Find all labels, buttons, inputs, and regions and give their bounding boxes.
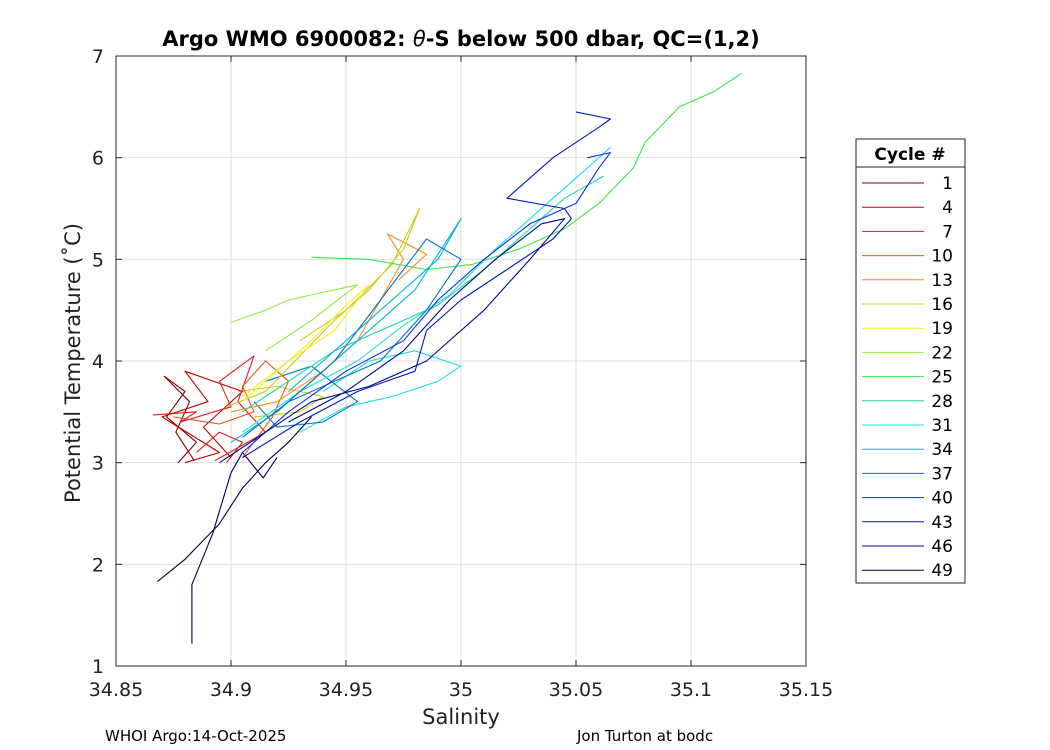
legend-label-cycle-16: 16 [931,295,953,315]
series-line-cycle-37 [242,238,462,438]
legend-label-cycle-13: 13 [931,271,953,291]
series-line-cycle-31 [242,147,611,433]
legend-label-cycle-37: 37 [931,464,953,484]
series-line-cycle-10 [173,360,290,458]
legend-label-cycle-40: 40 [931,489,953,509]
series-line-cycle-43 [242,111,612,459]
chart-title-suffix: -S below 500 dbar, QC=(1,2) [426,27,760,51]
y-tick-label: 6 [92,148,104,170]
x-tick-label: 34.95 [319,679,373,701]
data-traces [152,72,742,644]
series-line-cycle-49 [157,416,312,583]
legend-label-cycle-31: 31 [931,416,953,436]
series-line-cycle-28 [242,175,604,413]
x-tick-label: 35.1 [670,679,712,701]
legend-label-cycle-46: 46 [931,537,953,557]
legend-label-cycle-4: 4 [942,198,953,218]
footer-right: Jon Turton at bodc [576,727,713,745]
x-tick-label: 35.05 [549,679,603,701]
y-tick-label: 1 [92,656,104,678]
series-line-cycle-46 [219,218,566,464]
legend-label-cycle-7: 7 [942,222,953,242]
legend-label-cycle-10: 10 [931,247,953,267]
x-tick-label: 35 [449,679,473,701]
legend-label-cycle-28: 28 [931,392,953,412]
x-tick-label: 35.15 [779,679,833,701]
series-line-cycle-22 [230,284,359,352]
profile-trace [253,365,359,428]
footer-left: WHOI Argo:14-Oct-2025 [105,727,286,745]
legend-label-cycle-1: 1 [942,174,953,194]
chart-title: Argo WMO 6900082: θ-S below 500 dbar, QC… [162,27,759,51]
legend-label-cycle-49: 49 [931,561,953,581]
legend-label-cycle-22: 22 [931,343,953,363]
series-line-cycle-16 [226,207,421,408]
y-tick-label: 5 [92,249,104,271]
profile-trace [191,451,278,644]
chart-title-prefix: Argo WMO 6900082: [162,27,413,51]
series-line-cycle-19 [242,284,370,403]
profile-trace [237,385,324,418]
legend-label-cycle-25: 25 [931,368,953,388]
x-tick-label: 34.85 [89,679,143,701]
legend-items: 1 4 7 10 13 16 19 22 25 28 31 34 37 40 43 46 49 [862,174,953,581]
legend: Cycle # 1 4 7 10 13 16 19 22 25 28 31 34 37 40 43 46 49 [855,138,966,584]
legend-label-cycle-19: 19 [931,319,953,339]
y-tick-label: 2 [92,554,104,576]
series-line-cycle-4 [161,370,244,464]
y-tick-label: 7 [92,46,104,68]
y-tick-label: 3 [92,453,104,475]
legend-title: Cycle # [874,145,945,165]
grid [116,56,806,666]
x-tick-label: 34.9 [210,679,252,701]
series-line-cycle-40 [242,152,612,453]
series-line-cycle-25 [311,72,742,271]
legend-label-cycle-34: 34 [931,440,953,460]
x-axis-label: Salinity [422,705,500,729]
chart-title-theta: θ [413,27,426,51]
profile-trace [299,350,462,433]
y-axis-label: Potential Temperature (˚C) [61,223,85,503]
x-axis-ticks: 34.85 34.9 34.95 35 35.05 35.1 35.15 [89,56,833,701]
y-axis-ticks: 1 2 3 4 5 6 7 [92,46,806,678]
y-tick-label: 4 [92,351,104,373]
legend-label-cycle-43: 43 [931,513,953,533]
legend-box [855,138,966,584]
